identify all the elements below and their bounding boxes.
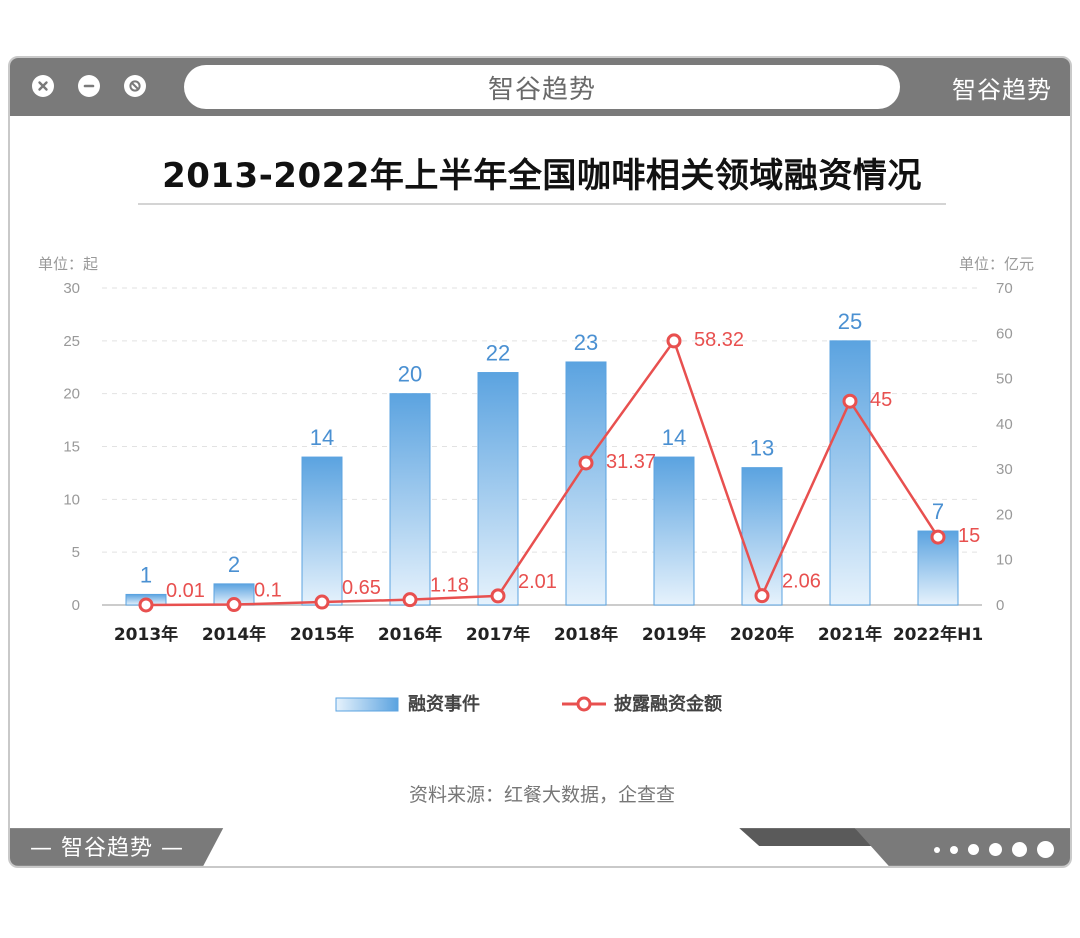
bar: [653, 456, 695, 606]
bar-value-label: 2: [228, 552, 240, 577]
x-tick-label: 2015年: [290, 624, 354, 645]
bar-value-label: 23: [574, 330, 598, 355]
x-tick-label: 2013年: [114, 624, 178, 645]
line-value-label: 0.65: [342, 577, 381, 599]
page-dot[interactable]: [989, 843, 1002, 856]
left-tick-label: 25: [63, 333, 80, 350]
page-dot[interactable]: [950, 845, 958, 854]
left-axis-unit: 单位：起: [38, 256, 98, 273]
legend-bar-label: 融资事件: [408, 693, 480, 715]
right-tick-label: 60: [996, 325, 1013, 342]
right-tick-label: 0: [996, 597, 1004, 614]
line-value-label: 0.01: [166, 580, 205, 602]
line-value-label: 2.06: [782, 571, 821, 593]
line-value-label: 45: [870, 389, 892, 411]
amount-line: [145, 338, 940, 607]
right-tick-label: 30: [996, 461, 1013, 478]
x-tick-label: 2017年: [466, 624, 530, 645]
bar-value-label: 14: [662, 425, 686, 450]
bar-value-label: 7: [932, 499, 944, 524]
bar-value-label: 13: [750, 436, 774, 461]
chart: 单位：起 单位：亿元 0 5 10 15 20 25 30 0 10 20 30 40 50 60 70 1…: [38, 256, 1034, 806]
right-tick-label: 20: [996, 506, 1013, 523]
block-button[interactable]: [124, 75, 146, 97]
left-tick-label: 10: [63, 491, 80, 508]
line-point: [666, 333, 682, 349]
close-icon: [38, 81, 48, 91]
data-source: 资料来源：红餐大数据，企查查: [409, 784, 675, 806]
left-tick-label: 30: [63, 280, 80, 297]
app-window: 智谷趋势 智谷趋势 2013-2022年上半年全国咖啡相关领域融资情况 单位：起…: [8, 56, 1072, 868]
page-dot[interactable]: [934, 846, 940, 853]
line-point: [490, 588, 506, 604]
left-tick-label: 0: [72, 597, 80, 614]
chart-title: 2013-2022年上半年全国咖啡相关领域融资情况: [162, 156, 922, 196]
line-point: [930, 529, 946, 545]
page-dot[interactable]: [1012, 842, 1027, 857]
left-tick-label: 20: [63, 386, 80, 403]
line-value-label: 15: [958, 525, 980, 547]
line-point: [842, 393, 858, 409]
line-value-label: 58.32: [694, 329, 744, 351]
line-point: [138, 597, 154, 613]
x-tick-label: 2021年: [818, 624, 882, 645]
minimize-icon: [83, 84, 95, 88]
right-tick-label: 50: [996, 371, 1013, 388]
x-tick-label: 2020年: [730, 624, 794, 645]
line-point: [578, 455, 594, 471]
legend-bar-swatch: [335, 697, 399, 712]
bar: [741, 467, 783, 606]
bar-value-label: 20: [398, 362, 422, 387]
bar: [565, 361, 607, 606]
right-axis-unit: 单位：亿元: [959, 256, 1034, 273]
brand-logo-bottom: — 智谷趋势 —: [30, 836, 184, 861]
left-tick-label: 15: [63, 439, 80, 456]
page-dot[interactable]: [1037, 841, 1054, 858]
right-tick-label: 40: [996, 416, 1013, 433]
address-text: 智谷趋势: [487, 74, 596, 105]
x-tick-label: 2018年: [554, 624, 618, 645]
legend: 融资事件 披露融资金额: [335, 693, 722, 715]
line-value-label: 2.01: [518, 571, 557, 593]
block-icon: [129, 80, 141, 92]
bar-value-label: 22: [486, 341, 510, 366]
bar-value-label: 25: [838, 309, 862, 334]
left-tick-label: 5: [72, 544, 80, 561]
page-indicator: [934, 841, 1054, 858]
bottom-bar: [10, 828, 1070, 866]
close-button[interactable]: [32, 75, 54, 97]
line-value-label: 0.1: [254, 580, 282, 602]
bar-value-label: 14: [310, 425, 334, 450]
brand-logo-top: 智谷趋势: [952, 76, 1052, 104]
bar: [829, 340, 871, 606]
right-tick-label: 70: [996, 280, 1013, 297]
right-tick-label: 10: [996, 552, 1013, 569]
line-point: [402, 592, 418, 608]
bar: [477, 372, 519, 606]
legend-line-label: 披露融资金额: [614, 693, 722, 715]
title-bar: 智谷趋势 智谷趋势: [10, 58, 1070, 116]
page-dot[interactable]: [968, 844, 979, 855]
x-tick-label: 2019年: [642, 624, 706, 645]
x-tick-label: 2014年: [202, 624, 266, 645]
line-point: [754, 588, 770, 604]
line-value-label: 1.18: [430, 575, 469, 597]
bar: [389, 393, 431, 606]
address-bar[interactable]: 智谷趋势: [184, 65, 900, 109]
title-divider: [138, 203, 946, 205]
x-tick-label: 2016年: [378, 624, 442, 645]
x-tick-label: 2022年H1: [893, 624, 983, 645]
line-point: [226, 597, 242, 613]
line-value-label: 31.37: [606, 451, 656, 473]
line-point: [314, 594, 330, 610]
bar: [301, 456, 343, 606]
minimize-button[interactable]: [78, 75, 100, 97]
legend-line-marker: [576, 696, 592, 712]
bar-value-label: 1: [140, 562, 152, 587]
